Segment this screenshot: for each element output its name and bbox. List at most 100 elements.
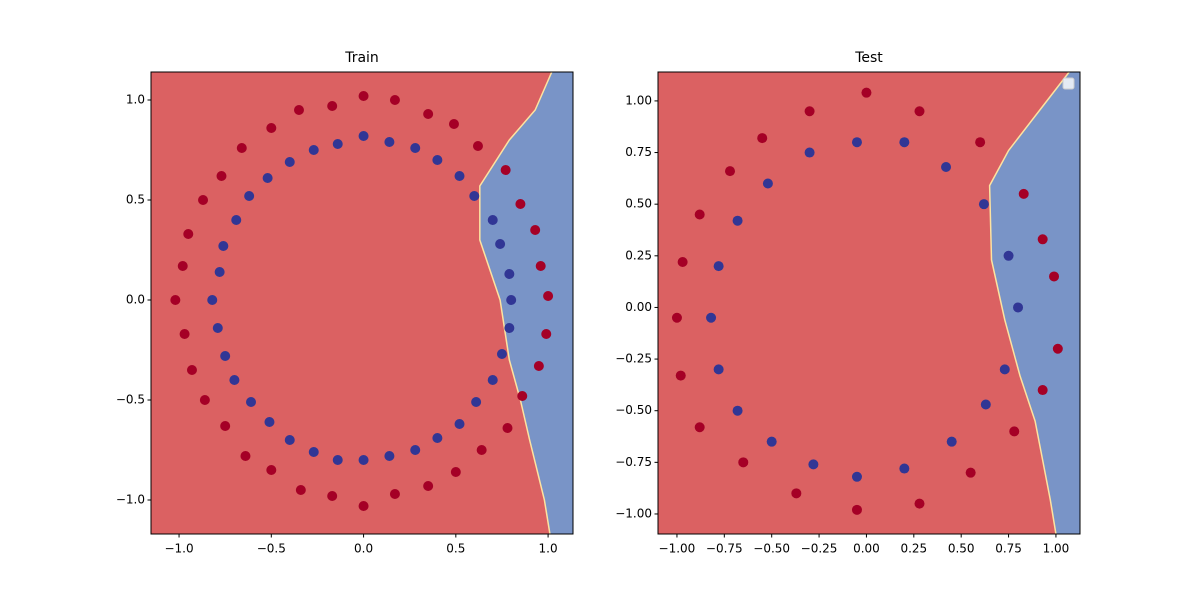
point	[1037, 234, 1048, 245]
point	[515, 199, 526, 209]
point	[423, 481, 434, 491]
point	[1018, 188, 1029, 199]
point	[264, 417, 275, 427]
point	[198, 195, 209, 205]
point	[713, 364, 724, 375]
y-tick-label: −0.75	[615, 455, 652, 469]
point	[170, 295, 181, 305]
x-tick-label: −1.0	[164, 542, 193, 556]
point	[946, 436, 957, 447]
point	[332, 139, 343, 149]
point	[671, 312, 682, 323]
point	[410, 143, 421, 153]
point	[1003, 250, 1014, 261]
point	[246, 397, 257, 407]
axes-frame	[150, 71, 574, 535]
axes: −1.0 −0.5 0.0 0.5 1.0 −1.0 −0.5 0.0 0.5 1.0 Train	[116, 50, 574, 556]
point	[941, 162, 952, 173]
point	[410, 445, 421, 455]
point	[914, 498, 925, 509]
point	[454, 171, 465, 181]
point	[308, 447, 319, 457]
point	[423, 109, 434, 119]
y-tick-label: −0.50	[615, 403, 652, 417]
point	[216, 171, 227, 181]
point	[236, 143, 247, 153]
x-tick-label: −0.75	[706, 542, 743, 556]
point	[199, 395, 210, 405]
point	[432, 433, 443, 443]
chart-title: Train	[344, 50, 379, 66]
x-tick-label: 1.0	[539, 542, 558, 556]
point	[738, 457, 749, 468]
point	[295, 485, 306, 495]
y-tick-label: −1.0	[116, 493, 145, 507]
point	[504, 269, 515, 279]
decision-region	[479, 72, 573, 534]
point	[240, 451, 251, 461]
point	[220, 421, 231, 431]
point	[713, 261, 724, 272]
point	[327, 491, 338, 501]
point	[804, 106, 815, 117]
point	[244, 191, 255, 201]
x-tick-label: −0.5	[257, 542, 286, 556]
point	[332, 455, 343, 465]
axes-frame	[657, 71, 1081, 535]
point	[543, 291, 554, 301]
point	[1009, 426, 1020, 437]
point	[808, 459, 819, 470]
y-tick-label: −0.5	[116, 393, 145, 407]
point	[804, 147, 815, 158]
point	[978, 199, 989, 210]
y-tick-label: 0.5	[126, 193, 145, 207]
point	[899, 463, 910, 474]
y-tick-label: −0.25	[615, 352, 652, 366]
plot-area	[671, 72, 1080, 534]
plot-area	[170, 72, 573, 534]
point	[914, 106, 925, 117]
point	[177, 261, 188, 271]
point	[1037, 385, 1048, 396]
point	[899, 137, 910, 148]
point	[389, 95, 400, 105]
y-tick-label: 1.0	[126, 93, 145, 107]
point	[500, 165, 511, 175]
chart-title: Test	[854, 50, 883, 66]
point	[517, 391, 528, 401]
point	[851, 471, 862, 482]
point	[706, 312, 717, 323]
point	[384, 137, 395, 147]
point	[266, 465, 277, 475]
y-tick-label: 0.00	[625, 300, 652, 314]
point	[262, 173, 273, 183]
point	[757, 133, 768, 144]
y-tick-label: 0.0	[126, 293, 145, 307]
x-tick-label: 0.50	[948, 542, 975, 556]
point	[495, 239, 506, 249]
point	[487, 375, 498, 385]
point	[502, 423, 513, 433]
x-tick-label: 0.25	[900, 542, 927, 556]
point	[675, 370, 686, 381]
x-tick-label: −0.25	[801, 542, 838, 556]
point	[476, 445, 487, 455]
point	[999, 364, 1010, 375]
point	[212, 323, 223, 333]
point	[506, 295, 517, 305]
point	[266, 123, 277, 133]
point	[284, 435, 295, 445]
y-tick-label: 0.25	[625, 248, 652, 262]
point	[469, 191, 480, 201]
y-tick-label: 0.75	[625, 145, 652, 159]
y-tick-label: 1.00	[625, 93, 652, 107]
point	[179, 329, 190, 339]
point	[207, 295, 218, 305]
point	[358, 455, 369, 465]
y-tick-label: −1.00	[615, 506, 652, 520]
point	[965, 467, 976, 478]
point	[229, 375, 240, 385]
decision-region	[989, 72, 1080, 534]
point	[218, 241, 229, 251]
